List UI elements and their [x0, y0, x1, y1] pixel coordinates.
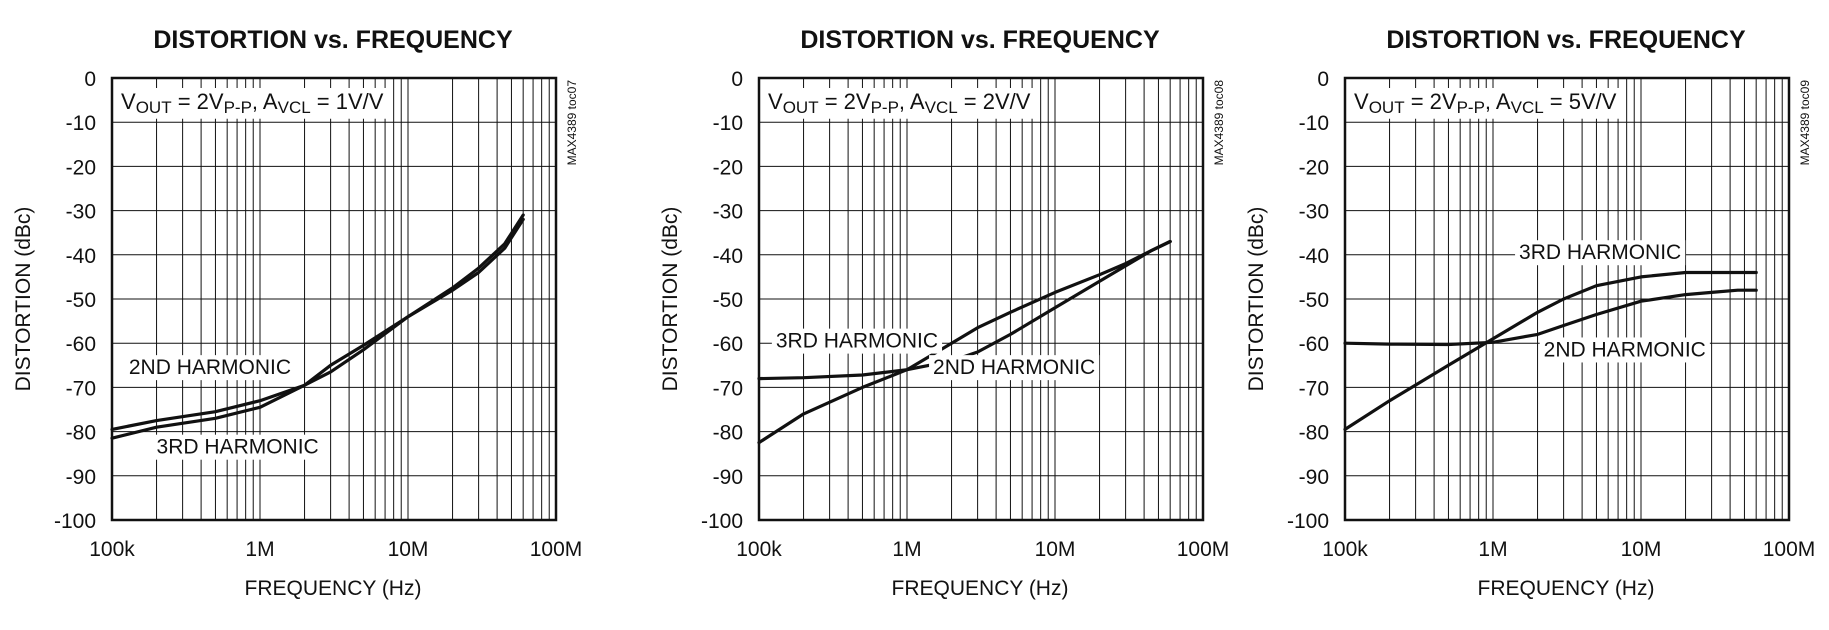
y-tick-label: -40 — [1299, 245, 1329, 268]
test-condition: VOUT = 2VP-P, AVCL = 1V/V — [121, 89, 384, 117]
y-tick-label: -100 — [54, 510, 96, 533]
series-line-1 — [757, 239, 1172, 381]
y-axis-label: DISTORTION (dBc) — [12, 207, 35, 392]
toc-label: MAX4389 toc07 — [565, 80, 579, 166]
x-tick-label: 1M — [1478, 538, 1507, 561]
y-tick-label: -100 — [701, 510, 743, 533]
x-axis-label: FREQUENCY (Hz) — [245, 577, 422, 600]
y-tick-label: -50 — [66, 289, 96, 312]
x-tick-label: 100M — [1177, 538, 1230, 561]
x-tick-label: 100k — [1322, 538, 1368, 561]
y-tick-label: -80 — [1299, 422, 1329, 445]
y-tick-label: -10 — [713, 112, 743, 135]
x-tick-label: 100k — [89, 538, 135, 561]
chart-title: DISTORTION vs. FREQUENCY — [1386, 26, 1746, 54]
y-tick-label: -70 — [1299, 377, 1329, 400]
series-label: 3RD HARMONIC — [776, 330, 938, 353]
y-tick-label: -100 — [1287, 510, 1329, 533]
y-tick-label: -50 — [1299, 289, 1329, 312]
series-label-bg — [152, 434, 323, 460]
series-label-bg — [1539, 337, 1710, 363]
series-label: 3RD HARMONIC — [157, 436, 319, 459]
series-line-1 — [110, 217, 525, 431]
y-tick-label: -10 — [66, 112, 96, 135]
series-label-bg — [124, 355, 296, 381]
y-tick-label: -80 — [66, 422, 96, 445]
plot-frame — [1343, 76, 1791, 522]
y-tick-label: -70 — [66, 377, 96, 400]
condition-bg — [765, 88, 1034, 119]
x-axis-label: FREQUENCY (Hz) — [892, 577, 1069, 600]
y-tick-label: 0 — [84, 68, 96, 91]
condition-bg — [1351, 88, 1620, 119]
y-tick-label: -40 — [66, 245, 96, 268]
x-tick-label: 1M — [892, 538, 921, 561]
x-tick-label: 1M — [245, 538, 274, 561]
y-tick-label: -50 — [713, 289, 743, 312]
x-tick-label: 100k — [736, 538, 782, 561]
y-tick-label: -20 — [66, 156, 96, 179]
x-tick-label: 10M — [388, 538, 429, 561]
y-tick-label: -30 — [1299, 201, 1329, 224]
x-tick-label: 10M — [1621, 538, 1662, 561]
y-tick-label: -60 — [713, 333, 743, 356]
toc-label: MAX4389 toc09 — [1798, 80, 1812, 166]
y-tick-label: 0 — [731, 68, 743, 91]
condition-bg — [118, 88, 387, 119]
grid — [112, 78, 556, 520]
y-tick-label: -60 — [1299, 333, 1329, 356]
y-tick-label: -60 — [66, 333, 96, 356]
series-label-bg — [929, 355, 1100, 381]
series-line-2 — [1343, 288, 1758, 347]
y-tick-label: -90 — [1299, 466, 1329, 489]
y-tick-label: -40 — [713, 245, 743, 268]
test-condition: VOUT = 2VP-P, AVCL = 5V/V — [1354, 89, 1617, 117]
chart-2: DISTORTION vs. FREQUENCY 0 -10 -20 -30 -40 -50… — [659, 26, 1229, 600]
series-line-2 — [110, 213, 525, 440]
series-line-1 — [1343, 270, 1758, 431]
x-tick-label: 100M — [1763, 538, 1816, 561]
series-label-bg — [771, 328, 943, 354]
grid — [759, 78, 1203, 520]
series-label: 3RD HARMONIC — [1519, 241, 1681, 264]
series-line-2 — [757, 239, 1172, 445]
y-axis-label: DISTORTION (dBc) — [1245, 207, 1268, 392]
y-tick-label: 0 — [1317, 68, 1329, 91]
toc-label: MAX4389 toc08 — [1212, 80, 1226, 166]
y-tick-label: -20 — [713, 156, 743, 179]
chart-title: DISTORTION vs. FREQUENCY — [800, 26, 1160, 54]
y-tick-label: -30 — [713, 201, 743, 224]
y-tick-label: -90 — [713, 466, 743, 489]
y-tick-label: -90 — [66, 466, 96, 489]
y-tick-label: -30 — [66, 201, 96, 224]
x-tick-label: 10M — [1035, 538, 1076, 561]
x-axis-label: FREQUENCY (Hz) — [1478, 577, 1655, 600]
chart-title: DISTORTION vs. FREQUENCY — [153, 26, 513, 54]
plot-frame — [110, 76, 558, 522]
chart-1: DISTORTION vs. FREQUENCY 0 -10 -20 -30 -40 -50… — [12, 26, 582, 600]
y-tick-label: -80 — [713, 422, 743, 445]
y-tick-label: -70 — [713, 377, 743, 400]
y-tick-label: -10 — [1299, 112, 1329, 135]
series-label: 2ND HARMONIC — [933, 356, 1095, 379]
test-condition: VOUT = 2VP-P, AVCL = 2V/V — [768, 89, 1031, 117]
series-label: 2ND HARMONIC — [129, 356, 291, 379]
y-axis-label: DISTORTION (dBc) — [659, 207, 682, 392]
y-tick-label: -20 — [1299, 156, 1329, 179]
series-label-bg — [1515, 240, 1686, 266]
series-label: 2ND HARMONIC — [1544, 338, 1706, 361]
chart-3: DISTORTION vs. FREQUENCY 0 -10 -20 -30 -40 -50… — [1245, 26, 1815, 600]
x-tick-label: 100M — [530, 538, 583, 561]
plot-frame — [757, 76, 1205, 522]
